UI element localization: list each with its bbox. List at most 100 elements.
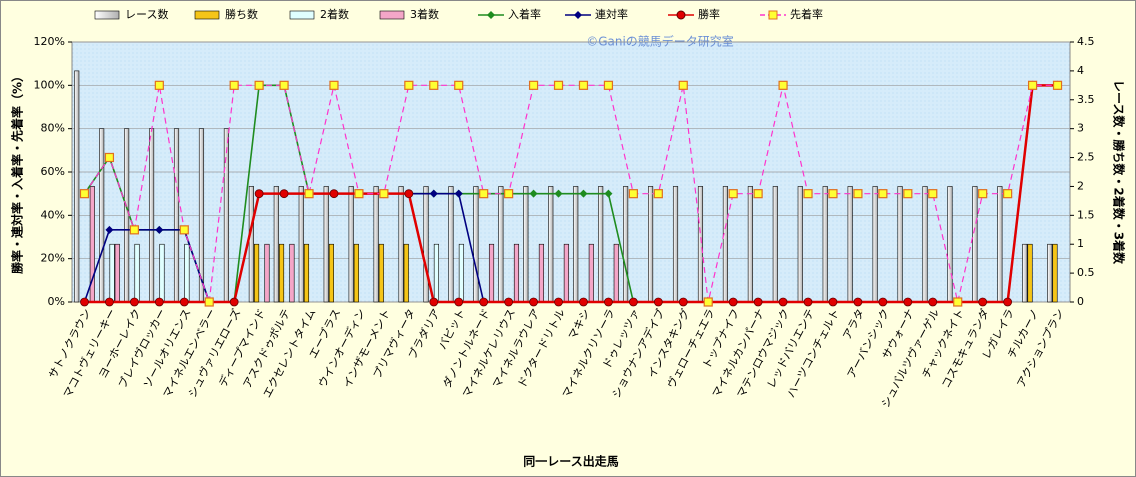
bar — [124, 128, 130, 303]
bar — [1047, 243, 1053, 303]
marker — [628, 297, 638, 307]
y2-tick-label: 1 — [1077, 237, 1084, 250]
y2-tick-label: 3.5 — [1077, 93, 1095, 106]
watermark: ©Ganiの競馬データ研究室 — [586, 34, 734, 49]
bar — [134, 243, 140, 303]
bar — [488, 243, 495, 303]
marker — [329, 189, 339, 199]
marker — [229, 297, 239, 307]
y-tick-label: 80% — [41, 122, 65, 135]
marker — [828, 189, 838, 199]
marker — [155, 225, 164, 234]
bar — [797, 186, 803, 303]
marker — [104, 152, 115, 163]
bar — [223, 128, 229, 303]
marker — [878, 297, 888, 307]
marker — [528, 80, 539, 90]
legend-label: 先着率 — [790, 7, 823, 21]
bar — [378, 243, 384, 303]
marker — [454, 297, 464, 307]
bar — [648, 186, 654, 303]
marker — [653, 297, 663, 307]
marker — [229, 80, 239, 90]
bar — [248, 186, 254, 303]
marker — [504, 189, 514, 199]
bar — [588, 243, 594, 303]
marker — [154, 297, 164, 307]
bar — [323, 186, 329, 303]
y-axis-title: 勝率・連対率・入着率・先着率（%） — [10, 70, 25, 274]
y2-tick-label: 4 — [1077, 64, 1084, 77]
marker — [978, 189, 988, 199]
legend-label: 3着数 — [410, 7, 439, 21]
marker — [354, 189, 364, 199]
marker — [1003, 189, 1013, 199]
marker — [1052, 80, 1063, 90]
marker — [828, 297, 838, 307]
bar — [458, 243, 464, 303]
bar — [1022, 243, 1028, 303]
y-tick-label: 60% — [41, 165, 65, 178]
y2-tick-label: 4.5 — [1077, 35, 1095, 48]
bar — [109, 243, 115, 303]
y2-tick-label: 0 — [1077, 295, 1084, 308]
marker — [429, 80, 439, 90]
marker — [204, 297, 214, 307]
marker — [653, 189, 663, 199]
marker — [703, 297, 713, 307]
marker — [953, 297, 963, 307]
marker — [853, 189, 863, 199]
marker — [80, 297, 89, 307]
bar — [947, 186, 953, 303]
bar — [672, 186, 679, 303]
bar — [897, 186, 903, 303]
bar — [563, 243, 569, 303]
marker — [554, 189, 563, 198]
marker — [454, 189, 463, 198]
bar — [264, 243, 270, 303]
marker — [928, 297, 938, 307]
marker — [479, 189, 489, 199]
marker — [129, 225, 139, 235]
marker — [878, 189, 888, 199]
marker — [803, 189, 813, 199]
bar — [498, 186, 504, 303]
legend-marker — [676, 10, 686, 20]
bar — [872, 186, 878, 303]
bar — [722, 186, 728, 303]
bar — [513, 243, 520, 303]
marker — [429, 189, 438, 198]
bar — [398, 186, 404, 303]
y-tick-label: 100% — [34, 78, 65, 91]
bar — [598, 186, 604, 303]
y-tick-label: 20% — [41, 252, 65, 265]
legend-marker — [487, 11, 495, 19]
marker — [978, 297, 988, 307]
marker — [578, 80, 589, 90]
bar — [403, 243, 409, 303]
y2-tick-label: 0.5 — [1077, 266, 1095, 279]
bar — [423, 186, 429, 303]
bar — [473, 186, 479, 303]
marker — [803, 297, 813, 307]
marker — [179, 297, 189, 307]
bar — [114, 243, 120, 303]
bar — [772, 186, 778, 303]
marker — [105, 225, 114, 234]
bar — [273, 186, 279, 303]
bar — [328, 243, 334, 303]
y-tick-label: 120% — [34, 35, 65, 48]
y-tick-label: 40% — [41, 208, 65, 221]
marker — [404, 80, 414, 90]
bar — [433, 243, 439, 303]
bar — [847, 186, 853, 303]
marker — [604, 297, 613, 307]
bar — [922, 186, 928, 303]
y2-tick-label: 2.5 — [1077, 151, 1095, 164]
bar — [1052, 243, 1058, 303]
marker — [129, 297, 139, 307]
marker — [154, 80, 164, 90]
marker — [1027, 80, 1038, 90]
bar — [173, 128, 180, 303]
